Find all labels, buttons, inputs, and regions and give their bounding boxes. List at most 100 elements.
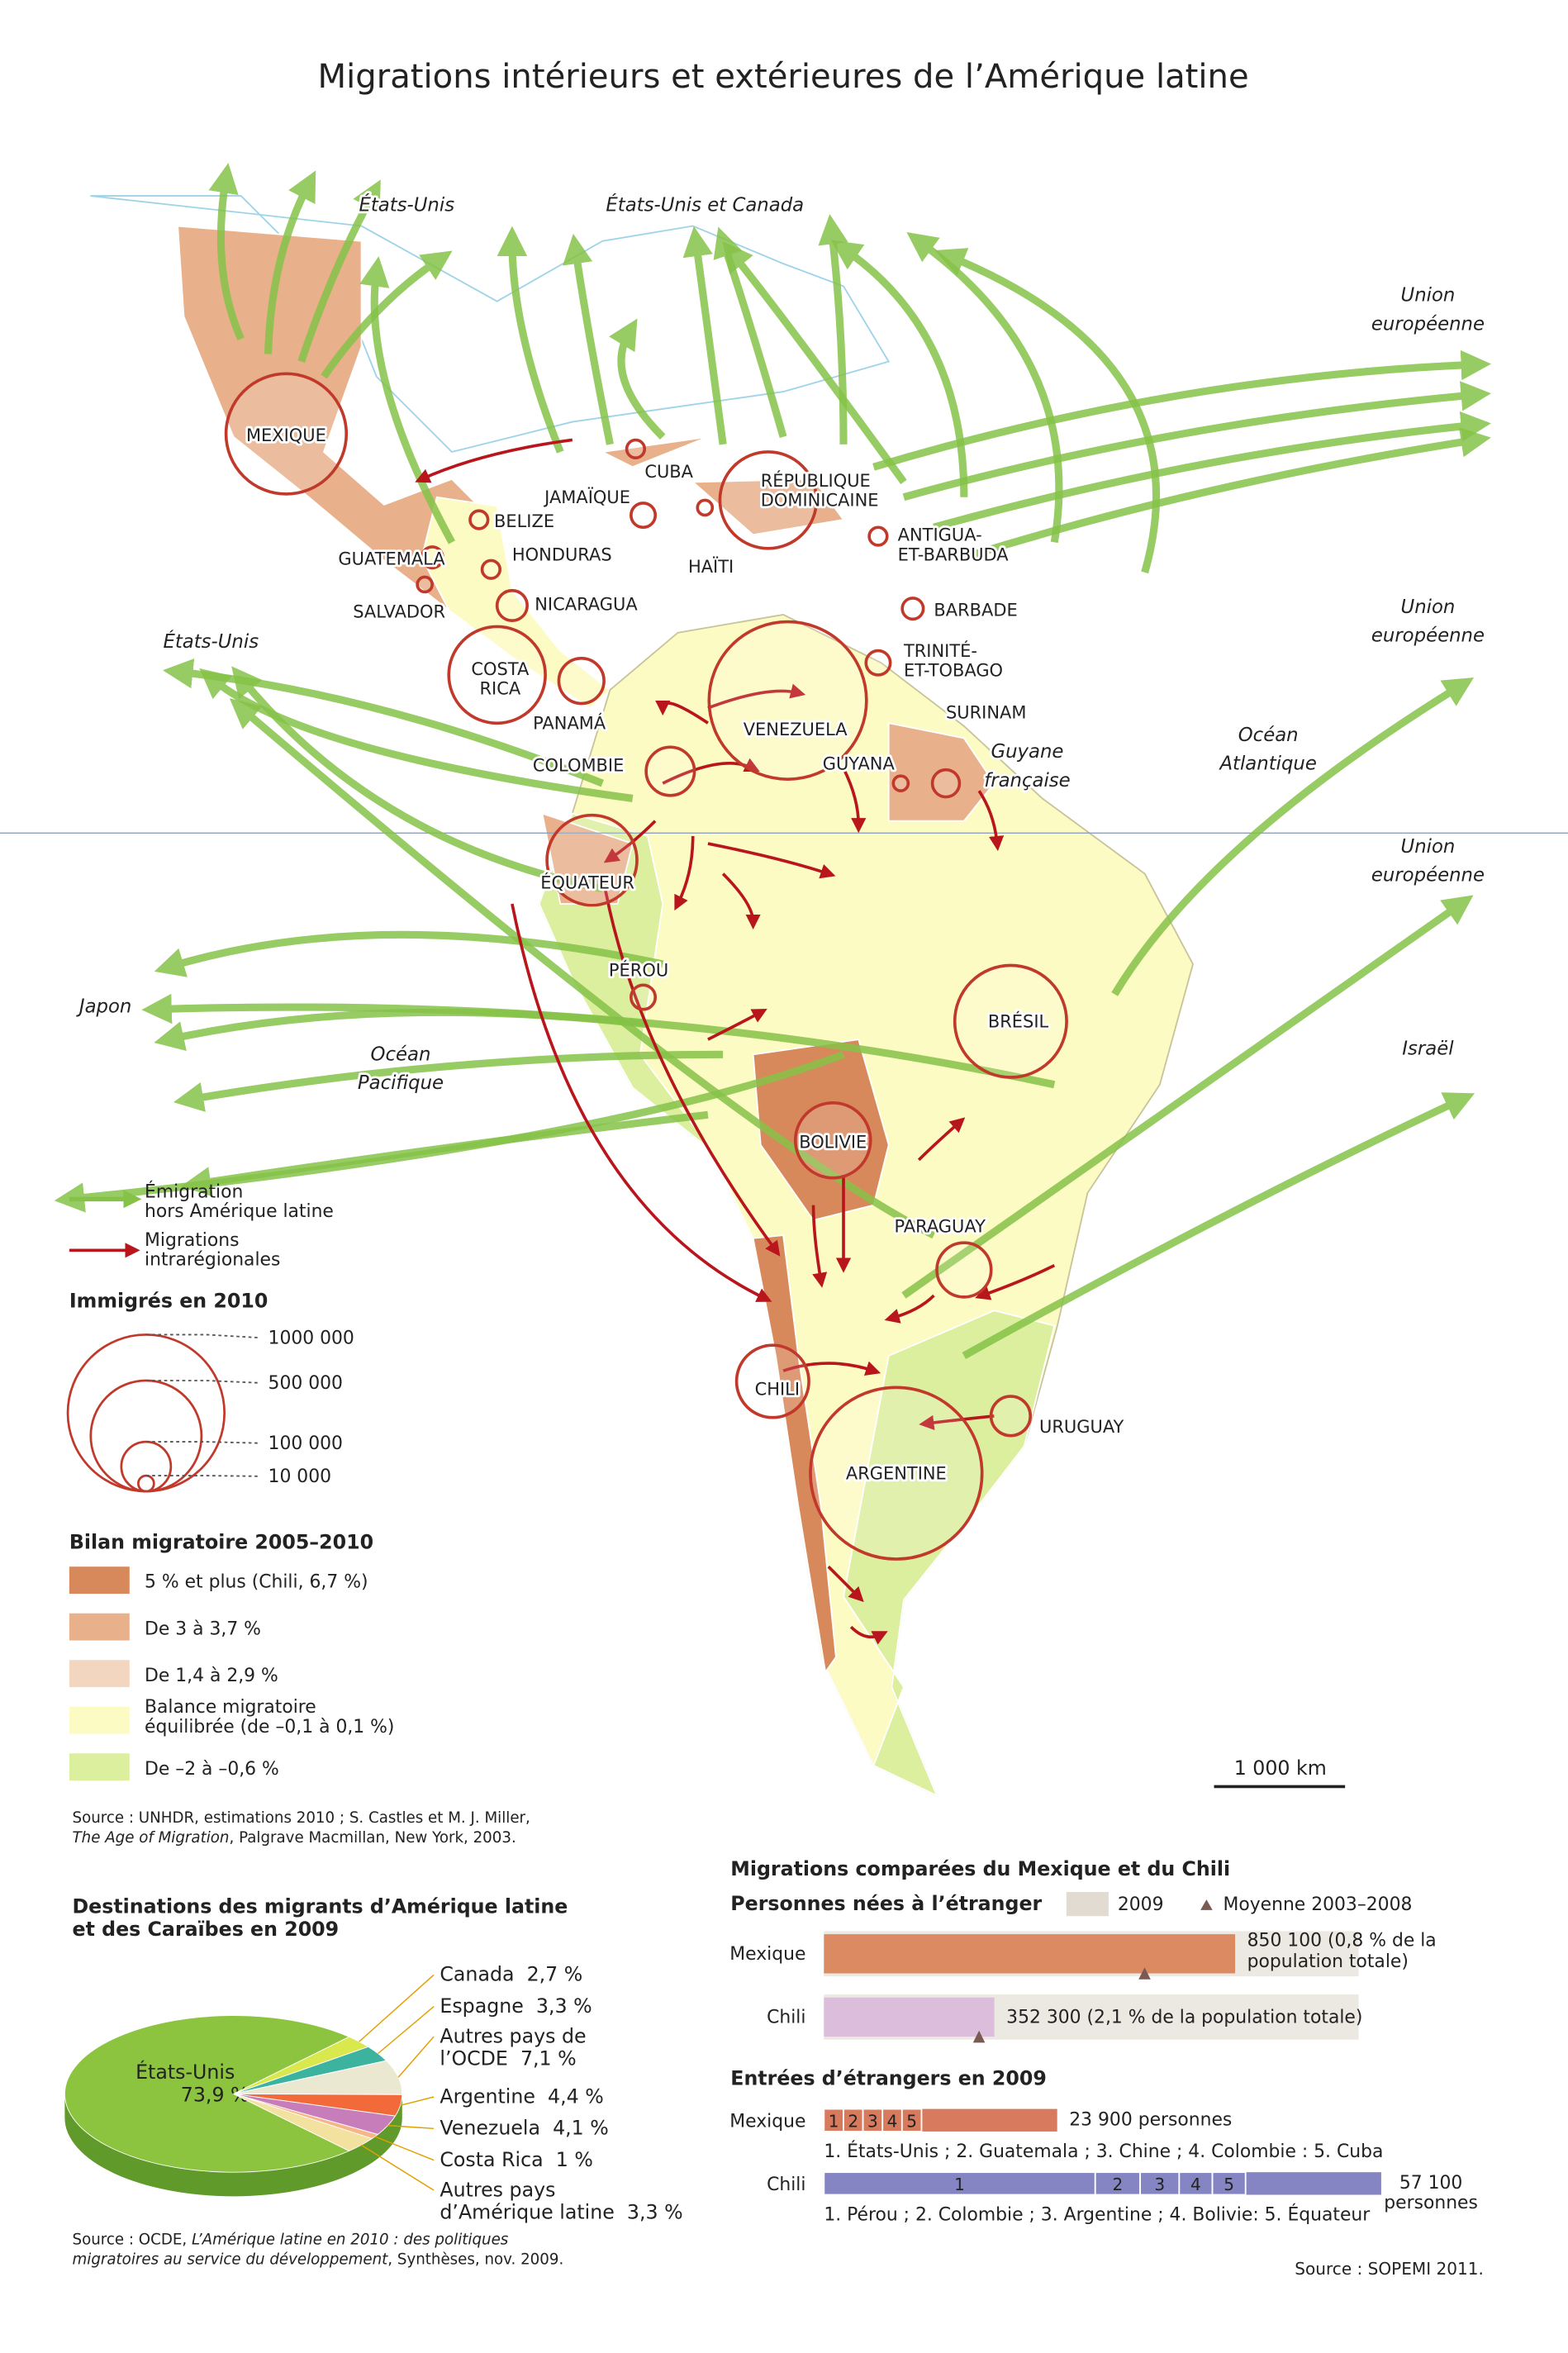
region-label: États-Unis et Canada xyxy=(606,193,804,216)
country-label-line: BARBADE xyxy=(934,601,1017,620)
legend-triangle xyxy=(1200,1899,1213,1910)
legend-label: Moyenne 2003–2008 xyxy=(1223,1894,1412,1915)
country-label: JAMAÏQUE xyxy=(543,487,630,507)
intraregional-arrow xyxy=(511,903,772,1302)
pie-label-line: Venezuela xyxy=(440,2117,540,2140)
pie-chart: États-Unis 73,9 %Canada 2,7 %Espagne 3,3 … xyxy=(64,1963,683,2224)
pie-gap xyxy=(615,2201,627,2224)
emigration-arrow xyxy=(173,1050,724,1112)
bar-value-label-line: 57 100 xyxy=(1399,2173,1463,2194)
pie-gap xyxy=(535,2084,548,2108)
segment-label: 5 xyxy=(906,2111,917,2131)
pie-label: Espagne 3,3 % xyxy=(440,1994,592,2018)
country-label: CHILI xyxy=(755,1379,800,1399)
immigrant-circle xyxy=(867,525,889,547)
country-label: SURINAM xyxy=(946,703,1026,723)
scale-bar-label: 1 000 km xyxy=(1234,1756,1327,1780)
scale-label: 500 000 xyxy=(268,1373,343,1394)
pie-value: 4,1 % xyxy=(553,2117,609,2140)
balance-label-line: De –2 à –0,6 % xyxy=(145,1759,279,1780)
scale-leader xyxy=(145,1441,259,1444)
balance-label-line: 5 % et plus (Chili, 6,7 %) xyxy=(145,1572,368,1593)
region-label-line: États-Unis xyxy=(359,193,454,216)
pie-gap xyxy=(524,1994,536,2018)
country-label: TRINITÉ-ET-TOBAGO xyxy=(903,640,1003,681)
country-label-line: PARAGUAY xyxy=(895,1216,986,1236)
country-label-line: COSTA xyxy=(471,659,530,679)
pie-gap xyxy=(540,2117,553,2140)
intraregional-arrow xyxy=(782,1361,881,1376)
immigrant-circle xyxy=(625,438,647,460)
intraregional-arrow xyxy=(975,1263,1056,1300)
pie-leader xyxy=(400,2096,435,2107)
bar-value-label: 352 300 (2,1 % de la population totale) xyxy=(1006,2008,1362,2028)
immigrant-circle xyxy=(630,983,658,1011)
emigration-arrow xyxy=(563,233,614,445)
country-label-line: GUYANA xyxy=(823,754,896,774)
emigration-arrow xyxy=(682,226,727,445)
region-label: Océan Pacifique xyxy=(358,1044,444,1095)
bar-category: Mexique xyxy=(729,1944,805,1965)
balance-label: De 1,4 à 2,9 % xyxy=(145,1666,278,1686)
pie-label: Costa Rica 1 % xyxy=(440,2148,592,2171)
country-label-line: ET-BARBUDA xyxy=(898,544,1010,564)
segment-label: 1 xyxy=(954,2175,965,2194)
intraregional-arrow xyxy=(662,758,760,785)
country-label: NICARAGUA xyxy=(535,594,638,614)
immigrant-circle xyxy=(468,509,490,530)
legend-title: Bilan migratoire 2005–2010 xyxy=(69,1530,373,1553)
intraregional-arrow xyxy=(721,872,761,929)
region-label-line: européenne xyxy=(1371,625,1485,647)
region-label: États-Unis xyxy=(359,193,454,216)
pie-label: Autres pays d’Amérique latine 3,3 % xyxy=(440,2178,682,2223)
region-label: États-Unis xyxy=(163,630,259,653)
country-label: BELIZE xyxy=(494,511,554,531)
emigration-arrow xyxy=(901,895,1474,1299)
country-label: COSTA RICA xyxy=(471,659,530,699)
land xyxy=(90,195,1194,1798)
immigrant-circle xyxy=(891,774,910,792)
pie-leader xyxy=(359,1974,435,2042)
country-label-line: HONDURAS xyxy=(512,544,612,564)
region-label-line: États-Unis xyxy=(163,630,259,653)
bar-value-label: 57 100 personnes xyxy=(1384,2173,1478,2213)
pie-source: Source : OCDE, L’Amérique latine en 2010… xyxy=(73,2232,564,2269)
pie-value: 3,3 % xyxy=(536,1994,592,2018)
region-label-line: Pacifique xyxy=(358,1072,444,1094)
country-label-line: PANAMÁ xyxy=(533,712,606,733)
immigrant-circle xyxy=(989,1395,1033,1438)
country-label-line: DOMINICAINE xyxy=(761,491,879,511)
bar-segment xyxy=(1178,2171,1214,2196)
bar-category: Chili xyxy=(767,2008,805,2028)
immigrant-circle xyxy=(480,559,502,580)
pie-gap xyxy=(515,1963,527,1986)
bar-category: Chili xyxy=(767,2175,805,2195)
pie-label-line: Autres pays xyxy=(440,2178,555,2201)
bar-value-label-line: 850 100 (0,8 % de la xyxy=(1247,1931,1437,1951)
section-title: Personnes nées à l’étranger xyxy=(730,1892,1042,1915)
intraregional-arrow xyxy=(415,438,573,483)
emigration-arrow xyxy=(830,240,968,497)
scale-label: 10 000 xyxy=(268,1466,332,1487)
intraregional-arrow xyxy=(849,1625,888,1645)
segment-label: 3 xyxy=(1154,2175,1165,2194)
immigrant-circles xyxy=(224,372,1068,1561)
legend-label: Émigration hors Amérique latine xyxy=(145,1181,334,1223)
scale-label: 1000 000 xyxy=(268,1328,354,1348)
country-label: BOLIVIE xyxy=(799,1132,867,1152)
pie-leader xyxy=(397,2036,435,2078)
country-label-line: SALVADOR xyxy=(353,602,445,622)
intraregional-arrow xyxy=(884,1294,935,1324)
country-label-line: TRINITÉ- xyxy=(903,640,977,661)
intraregional-arrow xyxy=(674,835,695,911)
immigrant-circle xyxy=(224,372,349,496)
intraregional-arrow xyxy=(917,1117,966,1162)
emigration-arrow xyxy=(872,349,1491,471)
country-label: SALVADOR xyxy=(353,602,445,622)
emigration-arrow xyxy=(934,248,1160,574)
pie-title: Destinations des migrants d’Amérique lat… xyxy=(73,1895,568,1941)
country-label-line: SURINAM xyxy=(946,703,1026,723)
immigrant-circle xyxy=(900,597,925,621)
country-label-line: BOLIVIE xyxy=(799,1132,867,1152)
